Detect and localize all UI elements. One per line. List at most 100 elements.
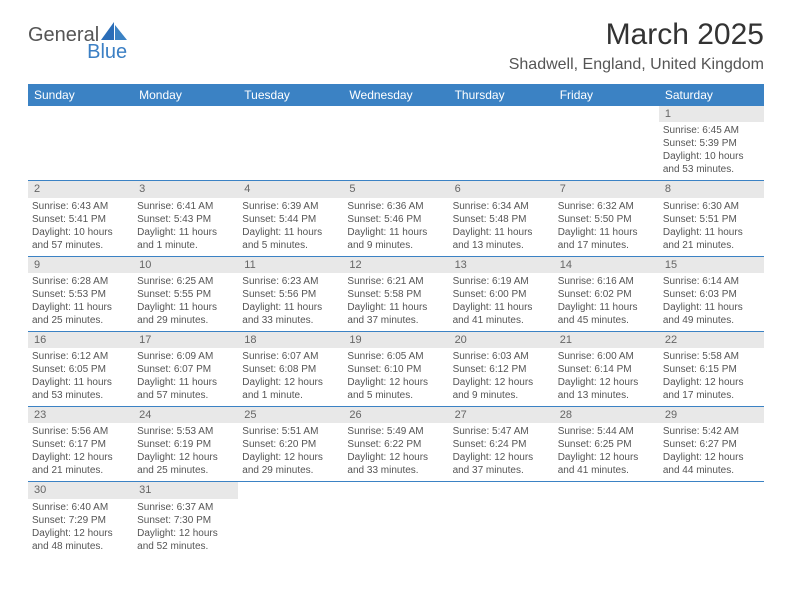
day-cell: 29Sunrise: 5:42 AMSunset: 6:27 PMDayligh… bbox=[659, 407, 764, 481]
sunset-text: Sunset: 6:02 PM bbox=[558, 288, 655, 301]
day-number: 29 bbox=[659, 407, 764, 423]
daylight-text: Daylight: 12 hours bbox=[663, 451, 760, 464]
daylight-text: and 45 minutes. bbox=[558, 314, 655, 327]
sunset-text: Sunset: 5:50 PM bbox=[558, 213, 655, 226]
sunset-text: Sunset: 6:05 PM bbox=[32, 363, 129, 376]
day-cell: 16Sunrise: 6:12 AMSunset: 6:05 PMDayligh… bbox=[28, 332, 133, 406]
daylight-text: and 41 minutes. bbox=[558, 464, 655, 477]
daylight-text: Daylight: 12 hours bbox=[137, 451, 234, 464]
day-number: 2 bbox=[28, 181, 133, 197]
sunrise-text: Sunrise: 5:53 AM bbox=[137, 425, 234, 438]
day-number: 15 bbox=[659, 257, 764, 273]
day-cell: 30Sunrise: 6:40 AMSunset: 7:29 PMDayligh… bbox=[28, 482, 133, 556]
day-cell: 25Sunrise: 5:51 AMSunset: 6:20 PMDayligh… bbox=[238, 407, 343, 481]
daylight-text: and 1 minute. bbox=[137, 239, 234, 252]
daylight-text: and 29 minutes. bbox=[137, 314, 234, 327]
day-cell bbox=[133, 106, 238, 180]
daylight-text: Daylight: 10 hours bbox=[32, 226, 129, 239]
day-number: 5 bbox=[343, 181, 448, 197]
daylight-text: and 57 minutes. bbox=[32, 239, 129, 252]
daylight-text: and 17 minutes. bbox=[558, 239, 655, 252]
logo-text-2: Blue bbox=[87, 41, 127, 64]
daylight-text: Daylight: 11 hours bbox=[347, 226, 444, 239]
sunrise-text: Sunrise: 5:44 AM bbox=[558, 425, 655, 438]
sunset-text: Sunset: 6:22 PM bbox=[347, 438, 444, 451]
day-cell: 6Sunrise: 6:34 AMSunset: 5:48 PMDaylight… bbox=[449, 181, 554, 255]
day-number: 26 bbox=[343, 407, 448, 423]
sunrise-text: Sunrise: 6:39 AM bbox=[242, 200, 339, 213]
day-number: 4 bbox=[238, 181, 343, 197]
week-row: 30Sunrise: 6:40 AMSunset: 7:29 PMDayligh… bbox=[28, 482, 764, 556]
day-cell: 20Sunrise: 6:03 AMSunset: 6:12 PMDayligh… bbox=[449, 332, 554, 406]
sunset-text: Sunset: 5:51 PM bbox=[663, 213, 760, 226]
daylight-text: Daylight: 12 hours bbox=[558, 451, 655, 464]
sunrise-text: Sunrise: 6:30 AM bbox=[663, 200, 760, 213]
day-cell: 7Sunrise: 6:32 AMSunset: 5:50 PMDaylight… bbox=[554, 181, 659, 255]
sunrise-text: Sunrise: 6:32 AM bbox=[558, 200, 655, 213]
daylight-text: and 25 minutes. bbox=[137, 464, 234, 477]
daylight-text: Daylight: 11 hours bbox=[32, 376, 129, 389]
daylight-text: and 48 minutes. bbox=[32, 540, 129, 553]
day-number: 10 bbox=[133, 257, 238, 273]
sunset-text: Sunset: 5:46 PM bbox=[347, 213, 444, 226]
sunrise-text: Sunrise: 6:36 AM bbox=[347, 200, 444, 213]
daylight-text: and 21 minutes. bbox=[663, 239, 760, 252]
logo: General Blue bbox=[28, 24, 127, 64]
daylight-text: Daylight: 12 hours bbox=[32, 527, 129, 540]
day-cell: 24 Sunrise: 5:53 AMSunset: 6:19 PMDayligh… bbox=[133, 407, 238, 481]
week-row: 1Sunrise: 6:45 AMSunset: 5:39 PMDaylight… bbox=[28, 106, 764, 181]
sunset-text: Sunset: 5:56 PM bbox=[242, 288, 339, 301]
sunset-text: Sunset: 5:53 PM bbox=[32, 288, 129, 301]
day-cell: 23Sunrise: 5:56 AMSunset: 6:17 PMDayligh… bbox=[28, 407, 133, 481]
sunrise-text: Sunrise: 6:40 AM bbox=[32, 501, 129, 514]
sunrise-text: Sunrise: 6:05 AM bbox=[347, 350, 444, 363]
week-row: 23Sunrise: 5:56 AMSunset: 6:17 PMDayligh… bbox=[28, 407, 764, 482]
month-title: March 2025 bbox=[509, 18, 764, 52]
day-cell: 28Sunrise: 5:44 AMSunset: 6:25 PMDayligh… bbox=[554, 407, 659, 481]
daylight-text: Daylight: 12 hours bbox=[663, 376, 760, 389]
day-cell: 14Sunrise: 6:16 AMSunset: 6:02 PMDayligh… bbox=[554, 257, 659, 331]
daylight-text: and 13 minutes. bbox=[453, 239, 550, 252]
daylight-text: Daylight: 12 hours bbox=[453, 451, 550, 464]
daylight-text: Daylight: 11 hours bbox=[453, 301, 550, 314]
daylight-text: Daylight: 11 hours bbox=[663, 301, 760, 314]
sunset-text: Sunset: 6:08 PM bbox=[242, 363, 339, 376]
daylight-text: Daylight: 11 hours bbox=[558, 226, 655, 239]
day-number: 24 bbox=[133, 407, 238, 423]
day-cell: 3Sunrise: 6:41 AMSunset: 5:43 PMDaylight… bbox=[133, 181, 238, 255]
sunset-text: Sunset: 7:29 PM bbox=[32, 514, 129, 527]
daylight-text: Daylight: 12 hours bbox=[242, 451, 339, 464]
day-number: 31 bbox=[133, 482, 238, 498]
day-number: 17 bbox=[133, 332, 238, 348]
sunset-text: Sunset: 6:14 PM bbox=[558, 363, 655, 376]
day-cell: 19Sunrise: 6:05 AMSunset: 6:10 PMDayligh… bbox=[343, 332, 448, 406]
sunset-text: Sunset: 5:41 PM bbox=[32, 213, 129, 226]
day-number: 25 bbox=[238, 407, 343, 423]
daylight-text: and 52 minutes. bbox=[137, 540, 234, 553]
daylight-text: and 5 minutes. bbox=[242, 239, 339, 252]
daylight-text: Daylight: 12 hours bbox=[32, 451, 129, 464]
day-header: Friday bbox=[554, 84, 659, 106]
daylight-text: Daylight: 12 hours bbox=[347, 451, 444, 464]
day-number: 12 bbox=[343, 257, 448, 273]
day-cell: 13Sunrise: 6:19 AMSunset: 6:00 PMDayligh… bbox=[449, 257, 554, 331]
sunset-text: Sunset: 6:10 PM bbox=[347, 363, 444, 376]
sunrise-text: Sunrise: 6:28 AM bbox=[32, 275, 129, 288]
sunset-text: Sunset: 6:24 PM bbox=[453, 438, 550, 451]
sunrise-text: Sunrise: 6:34 AM bbox=[453, 200, 550, 213]
page-header: General Blue March 2025 Shadwell, Englan… bbox=[28, 18, 764, 74]
sunset-text: Sunset: 5:48 PM bbox=[453, 213, 550, 226]
sunset-text: Sunset: 6:19 PM bbox=[137, 438, 234, 451]
sunrise-text: Sunrise: 5:56 AM bbox=[32, 425, 129, 438]
sunrise-text: Sunrise: 6:16 AM bbox=[558, 275, 655, 288]
daylight-text: Daylight: 11 hours bbox=[137, 301, 234, 314]
day-number: 1 bbox=[659, 106, 764, 122]
daylight-text: and 49 minutes. bbox=[663, 314, 760, 327]
day-cell: 22Sunrise: 5:58 AMSunset: 6:15 PMDayligh… bbox=[659, 332, 764, 406]
location-text: Shadwell, England, United Kingdom bbox=[509, 56, 764, 74]
sunset-text: Sunset: 6:17 PM bbox=[32, 438, 129, 451]
day-header: Wednesday bbox=[343, 84, 448, 106]
daylight-text: Daylight: 11 hours bbox=[137, 226, 234, 239]
day-number: 6 bbox=[449, 181, 554, 197]
sunset-text: Sunset: 7:30 PM bbox=[137, 514, 234, 527]
